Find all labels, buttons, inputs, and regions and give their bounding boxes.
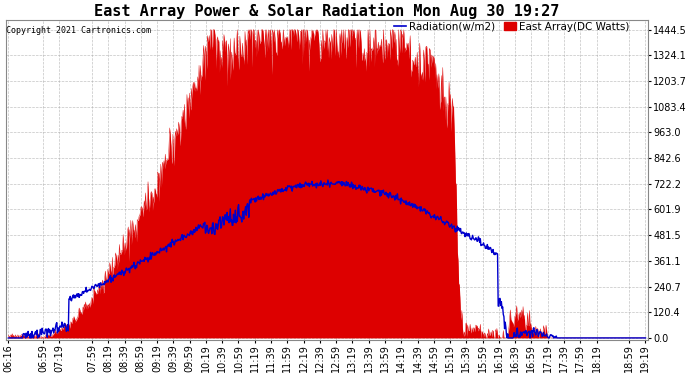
Title: East Array Power & Solar Radiation Mon Aug 30 19:27: East Array Power & Solar Radiation Mon A… [94,3,560,19]
Text: Copyright 2021 Cartronics.com: Copyright 2021 Cartronics.com [6,26,151,35]
Legend: Radiation(w/m2), East Array(DC Watts): Radiation(w/m2), East Array(DC Watts) [394,22,630,32]
